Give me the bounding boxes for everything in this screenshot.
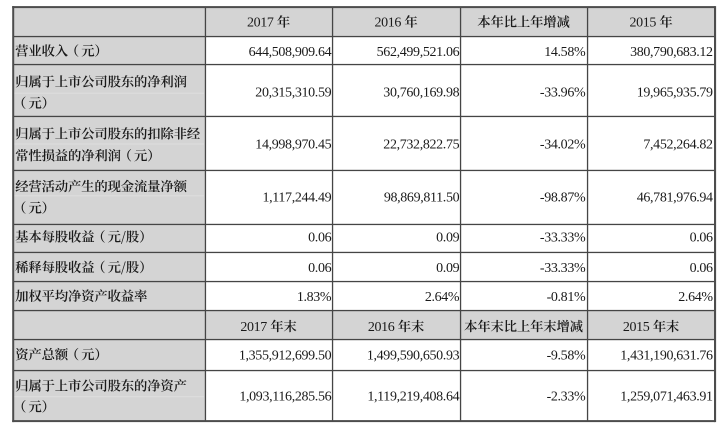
svg-text:22,732,822.75: 22,732,822.75	[383, 137, 459, 152]
svg-text:2.64%: 2.64%	[678, 290, 713, 305]
svg-text:2017: 2017	[247, 16, 274, 31]
svg-text:-2.33%: -2.33%	[547, 390, 586, 405]
svg-text:98,869,811.50: 98,869,811.50	[384, 191, 460, 206]
svg-text:562,499,521.06: 562,499,521.06	[377, 45, 460, 60]
svg-text:46,781,976.94: 46,781,976.94	[637, 191, 713, 206]
svg-text:1,119,219,408.64: 1,119,219,408.64	[367, 390, 459, 405]
svg-text:1,117,244.49: 1,117,244.49	[262, 191, 331, 206]
svg-text:0.09: 0.09	[436, 261, 459, 276]
svg-text:20,315,310.59: 20,315,310.59	[255, 85, 331, 100]
svg-text:0.06: 0.06	[308, 261, 331, 276]
svg-text:-33.33%: -33.33%	[540, 261, 586, 276]
svg-text:-33.96%: -33.96%	[540, 85, 586, 100]
svg-text:1,499,590,650.93: 1,499,590,650.93	[367, 348, 460, 363]
svg-text:19,965,935.79: 19,965,935.79	[637, 85, 713, 100]
svg-text:14,998,970.45: 14,998,970.45	[255, 137, 331, 152]
svg-text:2017: 2017	[240, 320, 267, 335]
svg-text:1,431,190,631.76: 1,431,190,631.76	[620, 348, 713, 363]
svg-text:0.06: 0.06	[308, 231, 331, 246]
svg-text:0.06: 0.06	[690, 261, 713, 276]
svg-text:1,355,912,699.50: 1,355,912,699.50	[239, 348, 332, 363]
svg-text:14.58%: 14.58%	[544, 45, 586, 60]
svg-text:2.64%: 2.64%	[425, 290, 460, 305]
svg-text:-98.87%: -98.87%	[540, 191, 586, 206]
svg-text:1,259,071,463.91: 1,259,071,463.91	[620, 390, 713, 405]
svg-text:2015: 2015	[629, 16, 656, 31]
svg-text:2015: 2015	[623, 320, 650, 335]
svg-text:0.06: 0.06	[690, 231, 713, 246]
svg-text:2016: 2016	[368, 320, 395, 335]
svg-text:644,508,909.64: 644,508,909.64	[249, 45, 332, 60]
svg-text:7,452,264.82: 7,452,264.82	[643, 137, 713, 152]
svg-text:-33.33%: -33.33%	[540, 231, 586, 246]
svg-text:1,093,116,285.56: 1,093,116,285.56	[239, 390, 331, 405]
svg-text:30,760,169.98: 30,760,169.98	[383, 85, 459, 100]
svg-text:1.83%: 1.83%	[297, 290, 332, 305]
svg-text:380,790,683.12: 380,790,683.12	[630, 45, 713, 60]
svg-text:-9.58%: -9.58%	[547, 348, 586, 363]
svg-text:-34.02%: -34.02%	[540, 137, 586, 152]
svg-text:2016: 2016	[374, 16, 401, 31]
svg-text:-0.81%: -0.81%	[547, 290, 586, 305]
svg-text:0.09: 0.09	[436, 231, 459, 246]
